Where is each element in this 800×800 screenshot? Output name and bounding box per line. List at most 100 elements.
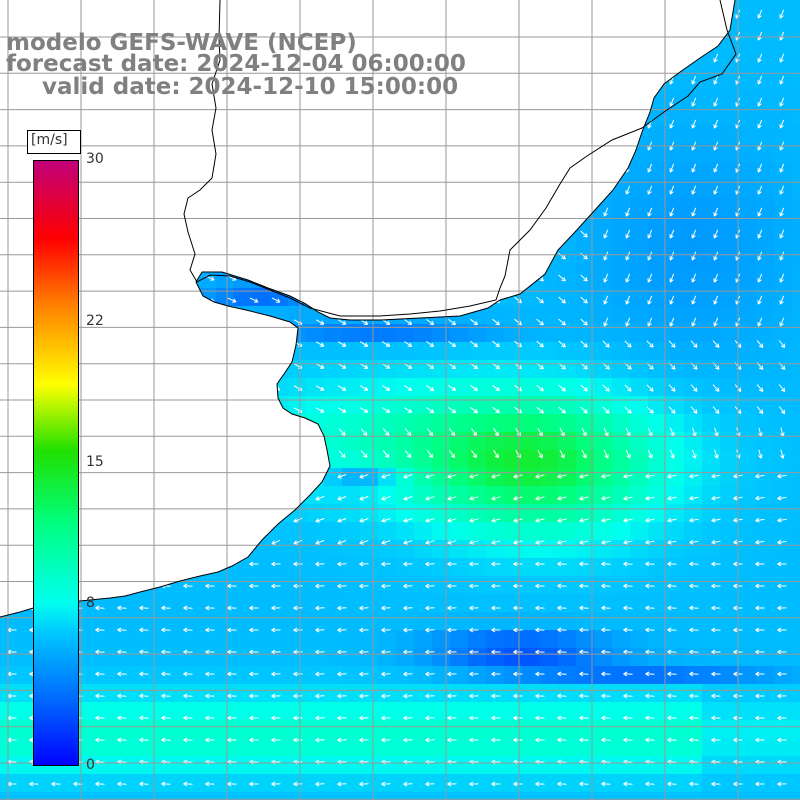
wind-cell xyxy=(252,558,271,577)
wind-cell xyxy=(630,504,649,523)
wind-cell xyxy=(486,756,505,775)
wind-cell xyxy=(558,414,577,433)
wind-cell xyxy=(36,774,55,793)
wind-cell xyxy=(450,486,469,505)
wind-cell xyxy=(216,594,235,613)
wind-cell xyxy=(576,252,595,271)
wind-cell xyxy=(702,738,721,757)
wind-arrow xyxy=(337,781,347,787)
wind-cell xyxy=(666,792,685,800)
wind-cell xyxy=(342,666,361,685)
wind-cell xyxy=(648,738,667,757)
wind-cell xyxy=(684,288,703,307)
wind-arrow xyxy=(161,737,171,743)
wind-cell xyxy=(396,486,415,505)
wind-arrow xyxy=(777,781,787,787)
wind-cell xyxy=(540,612,559,631)
wind-cell xyxy=(702,198,721,217)
wind-cell xyxy=(252,666,271,685)
wind-cell xyxy=(558,504,577,523)
wind-arrow xyxy=(667,649,677,655)
wind-cell xyxy=(774,342,793,361)
wind-arrow xyxy=(359,583,369,589)
wind-cell xyxy=(522,432,541,451)
wind-cell xyxy=(774,612,793,631)
wind-cell xyxy=(324,522,343,541)
wind-cell xyxy=(306,612,325,631)
wind-arrow xyxy=(315,363,325,369)
wind-cell xyxy=(450,774,469,793)
wind-cell xyxy=(540,522,559,541)
wind-arrow xyxy=(755,671,765,677)
wind-cell xyxy=(792,90,800,109)
wind-cell xyxy=(738,756,757,775)
wind-cell xyxy=(612,216,631,235)
wind-cell xyxy=(684,612,703,631)
wind-cell xyxy=(738,144,757,163)
wind-arrow xyxy=(513,693,523,699)
wind-cell xyxy=(234,756,253,775)
wind-cell xyxy=(342,648,361,667)
wind-arrow xyxy=(469,737,479,743)
wind-cell xyxy=(216,720,235,739)
wind-cell xyxy=(486,612,505,631)
wind-cell xyxy=(342,720,361,739)
wind-arrow xyxy=(755,473,765,479)
wind-arrow xyxy=(404,385,413,391)
wind-cell xyxy=(720,774,739,793)
wind-cell xyxy=(324,684,343,703)
wind-arrow xyxy=(691,185,697,195)
wind-cell xyxy=(612,792,631,800)
wind-arrow xyxy=(227,781,237,787)
wind-cell xyxy=(234,684,253,703)
wind-cell xyxy=(468,360,487,379)
wind-arrow xyxy=(579,561,589,567)
wind-arrow xyxy=(647,251,653,261)
wind-arrow xyxy=(757,163,763,173)
wind-arrow xyxy=(755,495,765,501)
wind-cell xyxy=(486,774,505,793)
wind-arrow xyxy=(625,185,631,195)
wind-arrow xyxy=(558,340,566,348)
wind-arrow xyxy=(469,540,479,545)
wind-cell xyxy=(684,144,703,163)
wind-arrow xyxy=(205,649,215,655)
wind-cell xyxy=(648,216,667,235)
wind-arrow xyxy=(623,583,633,589)
wind-cell xyxy=(756,360,775,379)
wind-cell xyxy=(360,504,379,523)
wind-cell xyxy=(774,306,793,325)
wind-arrow xyxy=(271,627,281,633)
wind-cell xyxy=(540,738,559,757)
wind-arrow xyxy=(669,229,675,239)
wind-arrow xyxy=(227,737,237,743)
wind-cell xyxy=(594,540,613,559)
wind-cell xyxy=(468,684,487,703)
wind-arrow xyxy=(601,693,611,699)
wind-cell xyxy=(522,450,541,469)
wind-cell xyxy=(450,630,469,649)
wind-cell xyxy=(720,792,739,800)
wind-arrow xyxy=(580,406,588,414)
wind-arrow xyxy=(95,715,105,721)
wind-cell xyxy=(270,540,289,559)
wind-cell xyxy=(396,450,415,469)
wind-arrow xyxy=(447,693,457,699)
wind-arrow xyxy=(647,317,653,327)
colorbar xyxy=(33,160,79,766)
wind-arrow xyxy=(470,384,479,392)
wind-arrow xyxy=(777,583,787,589)
wind-arrow xyxy=(293,605,303,611)
wind-cell xyxy=(108,720,127,739)
wind-arrow xyxy=(491,737,501,743)
wind-arrow xyxy=(711,539,721,545)
wind-cell xyxy=(756,630,775,649)
wind-cell xyxy=(450,468,469,487)
wind-cell xyxy=(324,414,343,433)
wind-cell xyxy=(792,306,800,325)
wind-arrow xyxy=(139,605,149,611)
wind-cell xyxy=(738,630,757,649)
wind-cell xyxy=(18,792,37,800)
wind-cell xyxy=(306,792,325,800)
wind-arrow xyxy=(711,517,721,523)
